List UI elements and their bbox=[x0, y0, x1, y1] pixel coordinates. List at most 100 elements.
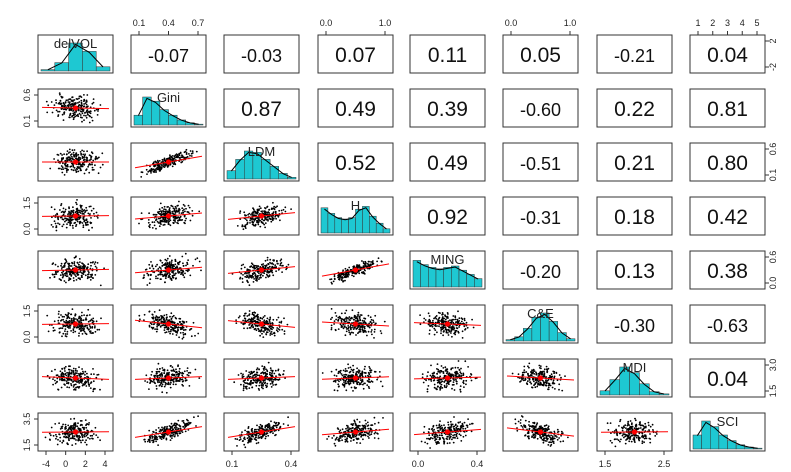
data-point bbox=[436, 331, 438, 334]
data-point bbox=[69, 104, 72, 106]
data-point bbox=[152, 317, 155, 320]
data-point bbox=[82, 226, 85, 229]
data-point bbox=[82, 159, 85, 162]
data-point bbox=[273, 372, 276, 375]
data-point bbox=[450, 327, 453, 330]
data-point bbox=[463, 317, 466, 320]
data-point bbox=[454, 331, 457, 334]
data-point bbox=[63, 272, 66, 275]
data-point bbox=[57, 388, 60, 391]
panel-r1-c2 bbox=[223, 88, 300, 128]
data-point bbox=[527, 365, 529, 368]
data-point bbox=[194, 368, 197, 371]
data-point bbox=[175, 277, 178, 280]
data-point bbox=[452, 318, 455, 321]
data-point bbox=[383, 320, 386, 323]
data-point bbox=[436, 379, 439, 382]
data-point bbox=[263, 319, 266, 322]
data-point bbox=[256, 212, 258, 215]
data-point bbox=[255, 315, 258, 318]
data-point bbox=[239, 212, 241, 214]
data-point bbox=[256, 374, 259, 377]
data-point bbox=[177, 216, 180, 219]
data-point bbox=[347, 382, 350, 384]
data-point bbox=[337, 276, 339, 279]
data-point bbox=[545, 384, 547, 387]
data-point bbox=[337, 328, 340, 330]
data-point bbox=[74, 330, 77, 333]
data-point bbox=[517, 373, 520, 376]
density-curve bbox=[137, 97, 199, 125]
data-point bbox=[182, 326, 185, 329]
data-point bbox=[253, 314, 255, 317]
histogram-h bbox=[320, 206, 391, 234]
data-point bbox=[64, 365, 67, 368]
data-point bbox=[99, 284, 102, 287]
data-point bbox=[76, 218, 79, 221]
data-point bbox=[87, 308, 90, 311]
data-point bbox=[439, 389, 441, 391]
data-point bbox=[74, 368, 77, 370]
data-point bbox=[76, 266, 79, 269]
data-point bbox=[363, 368, 366, 370]
data-point bbox=[149, 267, 151, 270]
correlation-value: 0.18 bbox=[614, 206, 655, 229]
histogram-bar bbox=[54, 62, 69, 72]
data-point bbox=[67, 381, 70, 384]
data-point bbox=[177, 220, 179, 222]
data-point bbox=[361, 271, 363, 274]
data-point bbox=[77, 170, 80, 173]
data-point bbox=[246, 268, 249, 271]
data-point bbox=[159, 202, 162, 205]
data-point bbox=[78, 317, 80, 320]
scatter-r6-c4 bbox=[413, 360, 482, 393]
data-point bbox=[272, 201, 274, 204]
data-point bbox=[92, 380, 95, 383]
data-point bbox=[77, 373, 80, 375]
data-point bbox=[62, 211, 65, 214]
data-point bbox=[370, 329, 373, 331]
data-point bbox=[163, 317, 165, 320]
data-point bbox=[440, 370, 443, 373]
correlation-value: 0.92 bbox=[427, 206, 468, 229]
data-point bbox=[275, 383, 278, 386]
data-point bbox=[79, 379, 81, 382]
data-point bbox=[256, 321, 259, 324]
data-point bbox=[244, 218, 247, 220]
data-point bbox=[365, 262, 367, 264]
data-point bbox=[428, 325, 431, 327]
data-point bbox=[80, 326, 83, 329]
data-point bbox=[437, 311, 440, 314]
data-point bbox=[453, 389, 456, 391]
data-point bbox=[278, 321, 281, 324]
data-point bbox=[536, 379, 539, 382]
data-point bbox=[158, 370, 161, 373]
data-point bbox=[160, 212, 163, 214]
data-point bbox=[534, 382, 537, 385]
data-point bbox=[352, 382, 355, 384]
data-point bbox=[78, 159, 80, 162]
data-point bbox=[262, 330, 264, 333]
data-point bbox=[159, 166, 162, 169]
data-point bbox=[150, 323, 153, 326]
data-point bbox=[357, 269, 360, 272]
data-point bbox=[155, 385, 158, 387]
data-point bbox=[161, 220, 164, 223]
data-point bbox=[83, 330, 86, 333]
data-point bbox=[543, 383, 545, 386]
data-point bbox=[259, 225, 262, 228]
data-point bbox=[155, 370, 158, 373]
data-point bbox=[168, 207, 171, 209]
data-point bbox=[243, 266, 246, 269]
data-point bbox=[158, 318, 161, 321]
data-point bbox=[50, 426, 53, 429]
histogram-bar bbox=[435, 268, 444, 288]
data-point bbox=[434, 317, 436, 319]
data-point bbox=[259, 207, 262, 210]
data-point bbox=[372, 319, 375, 322]
data-point bbox=[64, 370, 66, 372]
panel-frame bbox=[317, 34, 394, 74]
data-point bbox=[76, 113, 79, 116]
data-point bbox=[281, 271, 283, 273]
data-point bbox=[80, 108, 83, 111]
